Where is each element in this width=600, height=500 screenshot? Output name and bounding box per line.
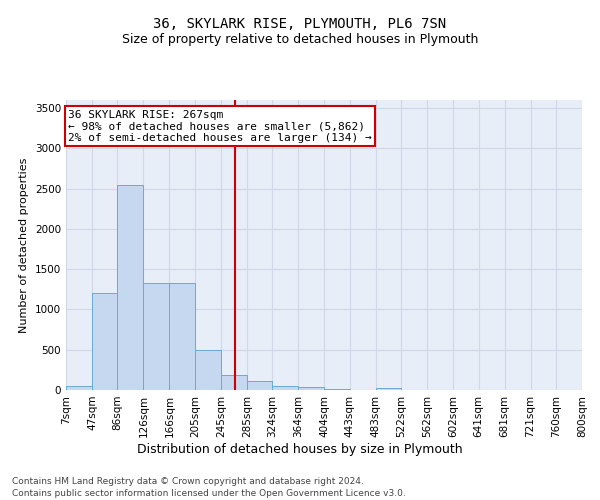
Text: Distribution of detached houses by size in Plymouth: Distribution of detached houses by size … (137, 442, 463, 456)
Bar (143, 283, 169, 390)
Bar (325, 389, 350, 390)
Bar (298, 387, 325, 390)
Bar (221, 374, 247, 390)
Text: Contains HM Land Registry data © Crown copyright and database right 2024.: Contains HM Land Registry data © Crown c… (12, 478, 364, 486)
Bar (195, 350, 221, 390)
Bar (118, 184, 143, 390)
Text: 36 SKYLARK RISE: 267sqm
← 98% of detached houses are smaller (5,862)
2% of semi-: 36 SKYLARK RISE: 267sqm ← 98% of detache… (68, 110, 372, 143)
Text: Contains public sector information licensed under the Open Government Licence v3: Contains public sector information licen… (12, 489, 406, 498)
Bar (376, 388, 401, 390)
Y-axis label: Number of detached properties: Number of detached properties (19, 158, 29, 332)
Bar (272, 386, 298, 390)
Bar (247, 381, 272, 390)
Text: Size of property relative to detached houses in Plymouth: Size of property relative to detached ho… (122, 32, 478, 46)
Bar (66, 386, 92, 390)
Text: 36, SKYLARK RISE, PLYMOUTH, PL6 7SN: 36, SKYLARK RISE, PLYMOUTH, PL6 7SN (154, 18, 446, 32)
Bar (92, 294, 118, 390)
Bar (169, 283, 195, 390)
